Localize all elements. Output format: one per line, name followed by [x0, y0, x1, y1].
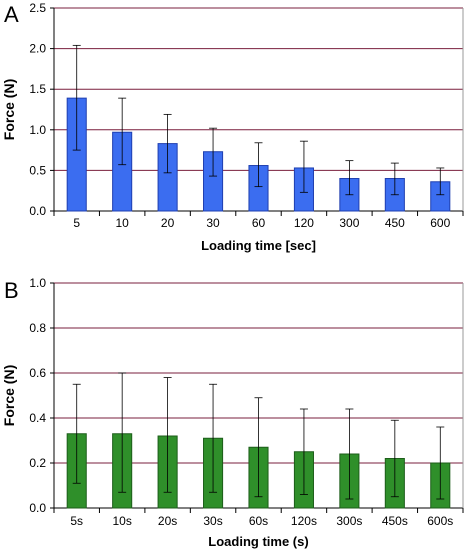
x-tick-label: 120	[294, 216, 314, 230]
y-axis-title: Force (N)	[1, 79, 17, 140]
y-tick-label: 0.8	[29, 321, 46, 335]
y-tick-label: 1.0	[29, 276, 46, 290]
x-tick-label: 120s	[291, 514, 317, 528]
x-tick-label: 5s	[70, 514, 83, 528]
x-tick-label: 60s	[249, 514, 268, 528]
x-tick-label: 300	[339, 216, 359, 230]
x-tick-label: 20s	[158, 514, 177, 528]
x-tick-label: 450s	[382, 514, 408, 528]
y-tick-label: 0.0	[29, 501, 46, 515]
x-tick-label: 30s	[203, 514, 222, 528]
y-tick-label: 0.6	[29, 366, 46, 380]
chart-panel-b: B 0.0 0.2 0.4 0.6 0.8 1.0 5s 10s 20s 30s 60s 120s 300…	[1, 276, 464, 549]
x-tick-label: 600	[430, 216, 450, 230]
y-tick-label: 1.0	[29, 123, 46, 137]
x-tick-label: 20	[161, 216, 175, 230]
y-tick-label: 0.2	[29, 456, 46, 470]
y-tick-label: 0.0	[29, 204, 46, 218]
x-axis-title: Loading time (s)	[208, 534, 308, 549]
x-tick-label: 60	[252, 216, 266, 230]
y-tick-label: 0.4	[29, 411, 46, 425]
x-tick-label: 600s	[427, 514, 453, 528]
chart-panel-a: A 0.0 0.5 1.0 1.5 2.0 2.5 5 10 20 30 60 120 300 450 600…	[1, 1, 464, 253]
x-tick-label: 10	[115, 216, 129, 230]
x-tick-label: 5	[73, 216, 80, 230]
x-tick-label: 450	[385, 216, 405, 230]
y-tick-label: 1.5	[29, 82, 46, 96]
y-tick-label: 2.0	[29, 42, 46, 56]
x-tick-label: 300s	[336, 514, 362, 528]
x-tick-label: 30	[206, 216, 220, 230]
panel-letter: A	[4, 2, 19, 27]
x-tick-label: 10s	[112, 514, 131, 528]
x-axis-title: Loading time [sec]	[201, 238, 316, 253]
panel-letter: B	[4, 278, 19, 303]
y-axis-title: Force (N)	[1, 365, 17, 426]
y-tick-label: 2.5	[29, 1, 46, 15]
y-tick-label: 0.5	[29, 163, 46, 177]
